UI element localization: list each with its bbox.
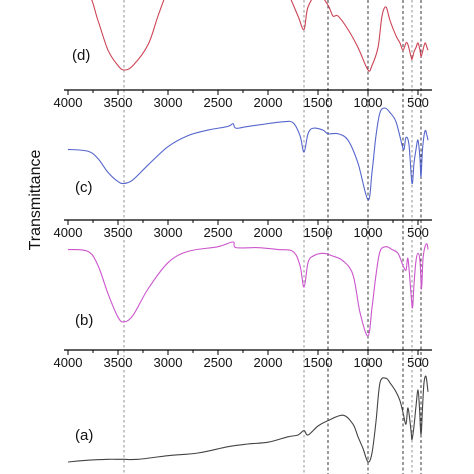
reference-lines (123, 0, 422, 474)
x-tick-label: 4000 (54, 355, 83, 370)
x-tick-label: 2000 (254, 95, 283, 110)
spectrum-line-b (67, 241, 429, 337)
x-tick-label: 3000 (154, 355, 183, 370)
x-axes: 4000 3500 3000 2500 2000 1500 1000 500 4000 3500 3… (54, 89, 432, 370)
spectrum-line-d (91, 0, 429, 72)
spectrum-line-a (67, 375, 429, 463)
x-tick-label: 500 (407, 225, 429, 240)
x-tick-label: 1500 (304, 225, 333, 240)
x-tick-label: 2000 (254, 225, 283, 240)
x-tick-label: 1500 (304, 355, 333, 370)
x-tick-label: 500 (407, 95, 429, 110)
x-tick-label: 2000 (254, 355, 283, 370)
series-label-c: (c) (75, 179, 93, 196)
series-label-a: (a) (75, 427, 93, 444)
x-tick-label: 4000 (54, 225, 83, 240)
x-tick-label: 1500 (304, 95, 333, 110)
spectra-panels: (a) (b) (c) (d) (67, 0, 429, 463)
x-tick-label: 2500 (204, 95, 233, 110)
x-tick-label: 1000 (354, 225, 383, 240)
x-tick-label: 3500 (104, 95, 133, 110)
x-tick-label: 4000 (54, 95, 83, 110)
x-tick-label: 3500 (104, 355, 133, 370)
x-tick-label: 500 (407, 355, 429, 370)
x-tick-label: 1000 (354, 355, 383, 370)
spectrum-line-c (67, 107, 429, 201)
series-label-d: (d) (72, 47, 90, 64)
series-label-b: (b) (75, 312, 93, 329)
x-tick-label: 2500 (204, 355, 233, 370)
x-tick-label: 3000 (154, 95, 183, 110)
x-tick-label: 3500 (104, 225, 133, 240)
x-tick-label: 1000 (354, 95, 383, 110)
x-tick-label: 2500 (204, 225, 233, 240)
x-tick-label: 3000 (154, 225, 183, 240)
y-axis-label: Transmittance (27, 150, 44, 251)
